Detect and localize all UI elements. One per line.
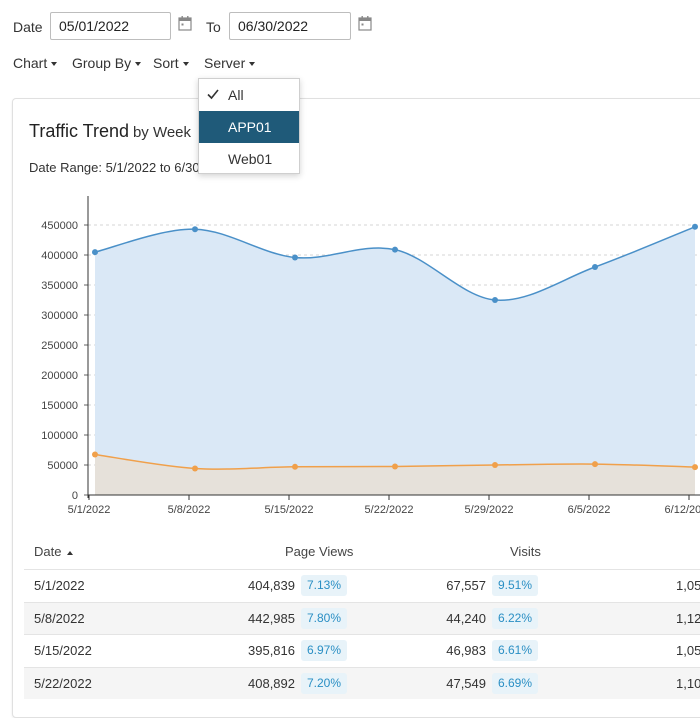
server-option-app01[interactable]: APP01: [199, 111, 299, 143]
data-point: [492, 297, 498, 303]
extra-value-cell: 1,050,029: [676, 643, 700, 658]
date-range-text: Date Range: 5/1/2022 to 6/30/2022: [29, 160, 233, 175]
extra-value-cell: 1,058,700: [676, 578, 700, 593]
caret-down-icon: [135, 62, 142, 67]
data-point: [692, 223, 698, 230]
data-point: [692, 464, 698, 471]
page-views-percent-badge: 7.13%: [301, 575, 348, 596]
visits-column-header[interactable]: Visits: [510, 544, 541, 559]
sort-menu[interactable]: Sort: [153, 55, 189, 71]
date-cell: 5/1/2022: [34, 578, 85, 593]
table-header: Date Page Views Visits: [24, 535, 700, 569]
y-tick-label: 100000: [41, 430, 78, 442]
y-tick-label: 350000: [41, 280, 78, 292]
data-point: [392, 246, 398, 253]
extra-value-cell: 1,126,806: [676, 610, 700, 626]
calendar-icon[interactable]: [358, 15, 372, 31]
chart-menu[interactable]: Chart: [13, 55, 58, 71]
data-point: [392, 463, 398, 470]
visits-cell: 46,983: [446, 643, 486, 658]
sort-ascending-icon: [67, 550, 74, 555]
x-tick-label: 5/29/2022: [465, 504, 514, 516]
caret-down-icon: [182, 62, 189, 67]
date-label: Date: [13, 19, 43, 35]
y-tick-label: 450000: [41, 220, 78, 232]
y-tick-label: 150000: [41, 400, 78, 412]
y-tick-label: 400000: [41, 250, 78, 262]
table-row[interactable]: 5/22/2022 408,892 7.20% 47,549 6.69% 1,106,49…: [24, 666, 700, 699]
y-tick-label: 200000: [41, 370, 78, 382]
extra-value-cell: 1,106,490: [676, 675, 700, 691]
page-views-cell: 408,892: [248, 675, 295, 691]
x-tick-label: 5/8/2022: [168, 504, 211, 516]
traffic-chart: 0 50000 100000 150000 200000 250000 300000 3500…: [41, 196, 700, 516]
card-title-suffix: by Week: [132, 124, 192, 141]
date-column-header[interactable]: Date: [34, 544, 74, 559]
data-point: [292, 254, 298, 261]
series-area-0: [95, 226, 695, 496]
data-point: [292, 463, 298, 470]
server-option-all[interactable]: All: [199, 79, 299, 111]
date-cell: 5/8/2022: [34, 610, 85, 626]
card-title: Traffic Trend by Week: [29, 121, 191, 142]
date-header-label: Date: [34, 544, 62, 559]
visits-cell: 47,549: [446, 675, 486, 691]
data-point: [92, 249, 98, 256]
y-tick-label: 250000: [41, 340, 78, 352]
table-row[interactable]: 5/8/2022 442,985 7.80% 44,240 6.22% 1,126,806: [24, 601, 700, 634]
visits-percent-badge: 9.51%: [492, 575, 539, 596]
visits-percent-badge: 6.61%: [492, 640, 539, 661]
server-menu[interactable]: Server: [204, 55, 256, 71]
page-views-percent-badge: 6.97%: [301, 640, 348, 661]
visits-percent-badge: 6.22%: [492, 607, 539, 629]
page-views-cell: 395,816: [248, 643, 295, 658]
x-tick-label: 5/22/2022: [365, 504, 414, 516]
caret-down-icon: [51, 62, 58, 67]
page-views-percent-badge: 7.20%: [301, 672, 348, 694]
caret-down-icon: [249, 62, 256, 67]
to-label: To: [206, 19, 221, 35]
date-cell: 5/15/2022: [34, 643, 92, 658]
data-point: [592, 461, 598, 468]
server-option-label: APP01: [228, 119, 272, 135]
group-by-menu-label: Group By: [72, 55, 132, 71]
group-by-menu[interactable]: Group By: [72, 55, 142, 71]
y-tick-label: 300000: [41, 310, 78, 322]
data-point: [92, 451, 98, 458]
start-date-input[interactable]: [50, 12, 171, 40]
visits-percent-badge: 6.69%: [492, 672, 539, 694]
server-dropdown: All APP01 Web01: [198, 78, 300, 174]
date-cell: 5/22/2022: [34, 675, 92, 691]
server-menu-label: Server: [204, 55, 246, 71]
chart-menu-label: Chart: [13, 55, 48, 71]
data-point: [192, 465, 198, 472]
y-tick-label: 50000: [47, 460, 78, 472]
card-title-main: Traffic Trend: [29, 121, 130, 141]
visits-cell: 67,557: [446, 578, 486, 593]
end-date-input[interactable]: [229, 12, 351, 40]
table-row[interactable]: 5/15/2022 395,816 6.97% 46,983 6.61% 1,050,02…: [24, 634, 700, 666]
x-tick-label: 6/12/2022: [665, 504, 700, 516]
calendar-icon[interactable]: [178, 15, 192, 31]
y-tick-label: 0: [72, 490, 78, 502]
table-row[interactable]: 5/1/2022 404,839 7.13% 67,557 9.51% 1,058,700: [24, 569, 700, 601]
x-tick-label: 5/15/2022: [265, 504, 314, 516]
x-tick-label: 6/5/2022: [568, 504, 611, 516]
visits-cell: 44,240: [446, 610, 486, 626]
page-views-percent-badge: 7.80%: [301, 607, 348, 629]
data-point: [192, 226, 198, 233]
server-option-web01[interactable]: Web01: [199, 143, 299, 175]
page-views-cell: 442,985: [248, 610, 295, 626]
server-option-label: All: [228, 87, 244, 103]
page-views-cell: 404,839: [248, 578, 295, 593]
data-point: [492, 462, 498, 468]
data-point: [592, 264, 598, 270]
server-option-label: Web01: [228, 151, 273, 167]
sort-menu-label: Sort: [153, 55, 179, 71]
x-tick-label: 5/1/2022: [68, 504, 111, 516]
page-views-column-header[interactable]: Page Views: [285, 544, 354, 559]
checkmark-icon: [207, 89, 219, 100]
